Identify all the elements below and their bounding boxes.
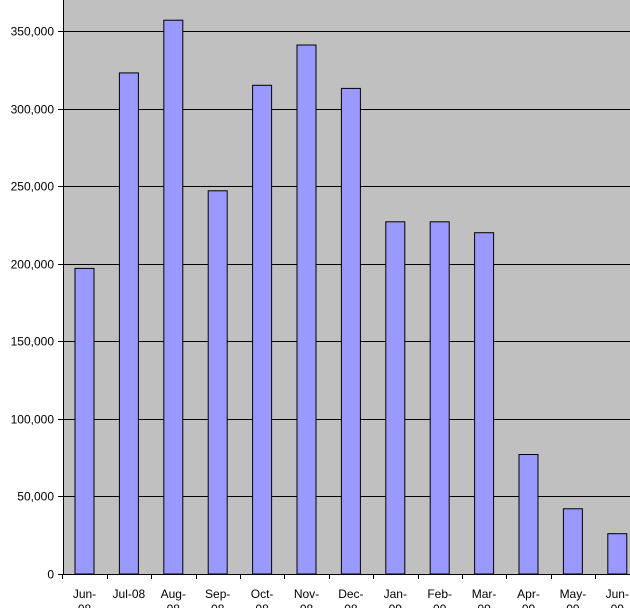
x-tick-label: May- [560,587,587,601]
x-tick-label-line2: 09 [477,602,491,608]
y-tick-label: 150,000 [11,335,55,349]
x-tick-label-line2: 09 [611,602,625,608]
x-tick-label: Oct- [251,587,274,601]
y-tick-label: 200,000 [11,258,55,272]
bar-10 [474,232,495,575]
bar-5 [252,84,273,575]
bar-7 [340,87,361,575]
y-tick-label: 50,000 [17,490,54,504]
x-tick-label-line2: 09 [566,602,580,608]
y-tick-label: 350,000 [11,25,55,39]
x-tick-label-line2: 08 [211,602,225,608]
x-tick-label: Sep- [205,587,230,601]
bar-13 [607,533,628,575]
x-tick-label-line2: 08 [344,602,358,608]
y-axis-ticks: 0 50,000 100,000 150,000 200,000 250,000 300,0… [11,25,63,582]
x-tick-label: Dec- [338,587,363,601]
x-tick-label-line2: 08 [300,602,314,608]
x-tick-label: Jun- [73,587,96,601]
bar-4 [207,190,228,575]
x-tick-label: Jul-08 [113,587,146,601]
x-tick-label-line2: 09 [433,602,447,608]
x-axis-ticks: Jun-08Jul-08Aug-08Sep-08Oct-08Nov-08Dec-… [62,574,629,608]
x-tick-label-line2: 08 [167,602,181,608]
y-tick-label: 0 [47,568,54,582]
x-tick-label: Mar- [472,587,497,601]
bar-1 [74,267,95,575]
x-tick-label-line2: 09 [522,602,536,608]
x-tick-label: Jan- [384,587,407,601]
x-tick-label-line2: 08 [78,602,92,608]
bar-9 [429,221,450,575]
bar-6 [296,44,317,575]
x-tick-label: Apr- [517,587,540,601]
bar-2 [118,72,139,575]
bars [74,19,628,575]
x-tick-label: Aug- [161,587,186,601]
y-tick-label: 300,000 [11,103,55,117]
x-tick-label: Nov- [294,587,319,601]
y-tick-label: 250,000 [11,180,55,194]
x-tick-label-line2: 09 [389,602,403,608]
x-tick-label-line2: 08 [255,602,269,608]
bar-12 [562,508,583,575]
y-tick-label: 100,000 [11,413,55,427]
bar-3 [163,19,184,575]
bar-8 [385,221,406,575]
bar-11 [518,454,539,575]
x-tick-label: Feb- [427,587,452,601]
x-tick-label: Jun- [606,587,629,601]
